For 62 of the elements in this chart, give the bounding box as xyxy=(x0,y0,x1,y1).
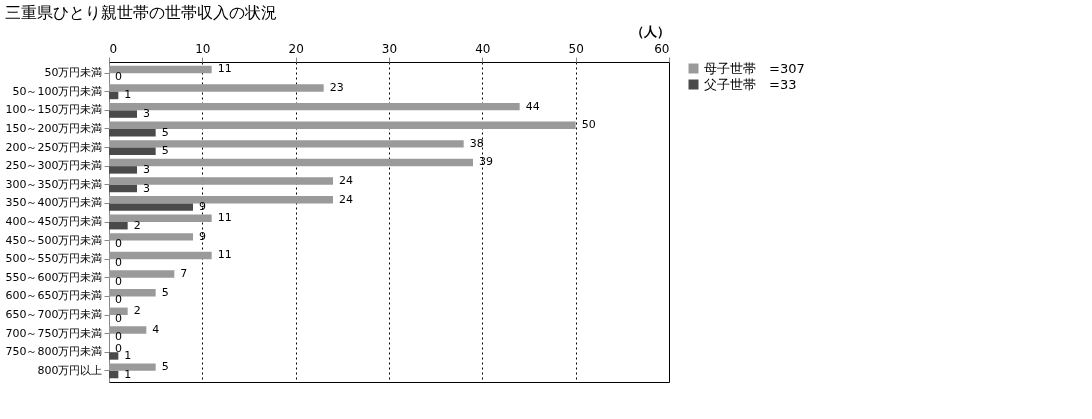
y-tick-label: 500～550万円未満 xyxy=(5,252,103,266)
data-label: 4 xyxy=(152,322,160,336)
y-tick-label: 450～500万円未満 xyxy=(5,233,103,247)
x-tick-label: 40 xyxy=(475,41,491,56)
data-label: 11 xyxy=(217,62,232,76)
data-label: 0 xyxy=(115,311,122,325)
data-label: 24 xyxy=(339,192,353,206)
y-tick-label: 650～700万円未満 xyxy=(5,308,103,322)
y-tick-label: 200～250万円未満 xyxy=(5,140,103,154)
y-tick-label: 250～300万円未満 xyxy=(5,159,103,173)
data-label: 2 xyxy=(133,218,141,232)
data-label: 5 xyxy=(161,360,169,374)
y-tick-label: 50～100万円未満 xyxy=(12,84,103,98)
y-tick-label: 400～450万円未満 xyxy=(5,215,103,228)
data-label: 11 xyxy=(217,211,232,225)
data-label: 39 xyxy=(479,155,493,169)
chart-title: 三重県ひとり親世帯の世帯収入の状況 xyxy=(5,3,278,22)
data-label: 44 xyxy=(525,99,540,113)
data-label: 0 xyxy=(115,341,122,355)
y-tick-label: 600～650万円未満 xyxy=(5,289,103,303)
legend-label: 母子世帯 =307 xyxy=(704,60,805,76)
x-axis-title: （人） xyxy=(630,23,670,39)
data-label: 5 xyxy=(161,285,169,299)
y-tick-label: 550～600万円未満 xyxy=(5,270,103,284)
data-label: 1 xyxy=(124,88,132,102)
y-tick-label: 750～800万円未満 xyxy=(5,345,103,359)
data-label: 0 xyxy=(115,237,122,251)
y-tick-label: 150～200万円未満 xyxy=(5,121,103,135)
data-label: 0 xyxy=(115,330,122,344)
data-label: 24 xyxy=(339,174,353,188)
x-tick-label: 60 xyxy=(654,41,670,56)
x-tick-label: 50 xyxy=(568,41,584,56)
data-label: 0 xyxy=(115,255,122,269)
x-tick-label: 10 xyxy=(195,41,211,56)
y-tick-label: 300～350万円未満 xyxy=(5,177,103,191)
legend-label: 父子世帯 =33 xyxy=(704,76,797,92)
data-label: 1 xyxy=(124,348,132,362)
data-label: 9 xyxy=(199,229,206,243)
data-label: 3 xyxy=(143,162,150,176)
y-tick-label: 800万円以上 xyxy=(37,363,103,377)
data-label: 0 xyxy=(115,293,122,307)
data-label: 3 xyxy=(143,181,150,195)
x-tick-label: 20 xyxy=(288,41,304,56)
data-label: 9 xyxy=(199,200,206,214)
data-label: 7 xyxy=(180,267,188,281)
data-label: 5 xyxy=(161,144,169,158)
y-tick-label: 350～400万円未満 xyxy=(5,196,103,210)
data-label: 50 xyxy=(581,118,596,132)
data-label: 0 xyxy=(115,274,122,288)
x-tick-label: 30 xyxy=(381,41,398,56)
data-label: 2 xyxy=(133,304,141,318)
data-label: 1 xyxy=(124,367,132,381)
data-label: 23 xyxy=(329,81,344,95)
data-label: 5 xyxy=(161,125,169,139)
data-label: 0 xyxy=(115,69,122,83)
data-label: 38 xyxy=(469,136,484,150)
y-tick-label: 700～750万円未満 xyxy=(5,326,103,340)
data-label: 11 xyxy=(217,248,232,262)
y-tick-label: 100～150万円未満 xyxy=(5,103,103,117)
x-tick-label: 0 xyxy=(109,41,118,56)
y-tick-label: 50万円未満 xyxy=(44,66,103,80)
data-label: 3 xyxy=(143,107,150,121)
